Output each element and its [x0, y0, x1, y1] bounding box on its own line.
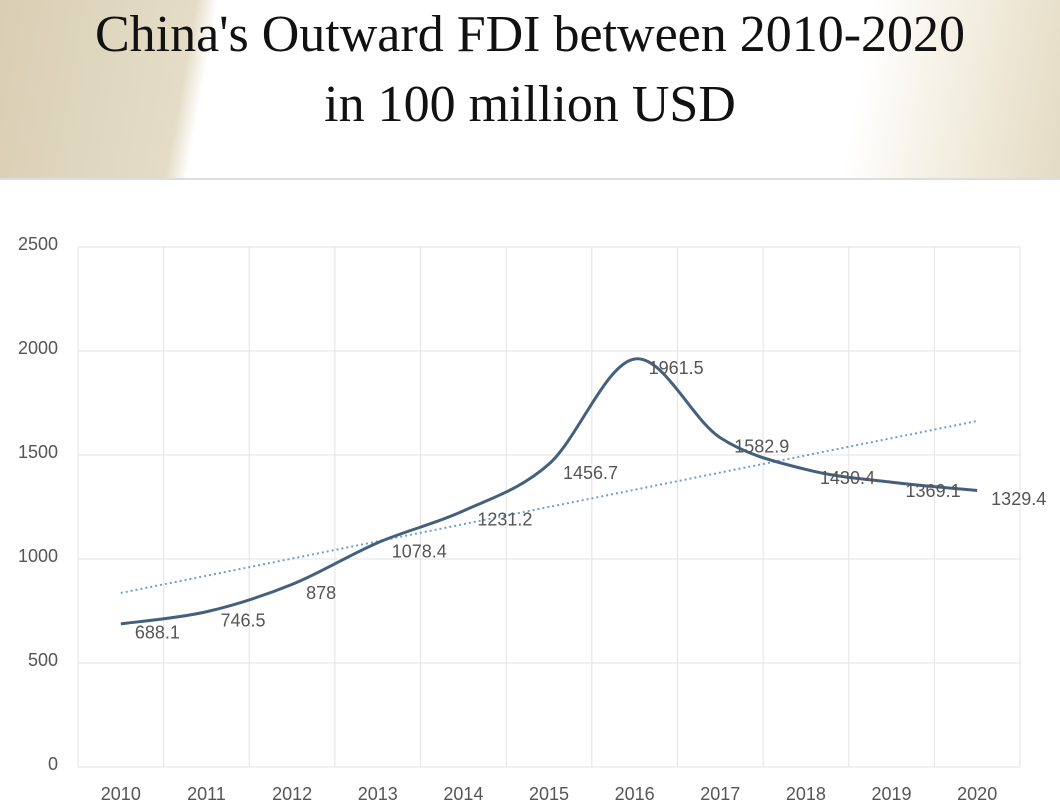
x-tick-label: 2019 — [872, 784, 912, 803]
trendline — [120, 420, 978, 594]
x-tick-label: 2014 — [443, 784, 483, 803]
title-box: China's Outward FDI between 2010-2020 in… — [0, 0, 1060, 140]
data-label: 1369.1 — [906, 481, 961, 501]
data-label: 1329.4 — [991, 489, 1046, 509]
data-label: 1078.4 — [392, 541, 447, 561]
data-label: 1582.9 — [734, 437, 789, 457]
y-tick-label: 1500 — [18, 442, 58, 462]
x-tick-label: 2018 — [786, 784, 826, 803]
y-tick-label: 2000 — [18, 338, 58, 358]
data-label: 878 — [306, 583, 336, 603]
x-tick-label: 2020 — [957, 784, 997, 803]
x-tick-label: 2012 — [272, 784, 312, 803]
y-tick-label: 500 — [28, 650, 58, 670]
data-label: 1961.5 — [649, 358, 704, 378]
data-label: 688.1 — [135, 623, 180, 643]
x-tick-label: 2016 — [615, 784, 655, 803]
x-tick-label: 2011 — [187, 784, 226, 803]
y-tick-label: 2500 — [18, 234, 58, 254]
y-tick-label: 0 — [48, 754, 58, 774]
data-label: 1231.2 — [477, 510, 532, 530]
x-tick-label: 2017 — [700, 784, 740, 803]
data-label: 746.5 — [220, 610, 265, 630]
data-label: 1456.7 — [563, 463, 618, 483]
y-tick-label: 1000 — [18, 546, 58, 566]
x-tick-label: 2013 — [358, 784, 398, 803]
x-tick-label: 2015 — [529, 784, 569, 803]
x-tick-label: 2010 — [101, 784, 141, 803]
chart-title: China's Outward FDI between 2010-2020 in… — [94, 6, 966, 133]
data-label: 1430.4 — [820, 468, 875, 488]
header-band — [0, 0, 1060, 180]
data-line — [120, 357, 978, 626]
